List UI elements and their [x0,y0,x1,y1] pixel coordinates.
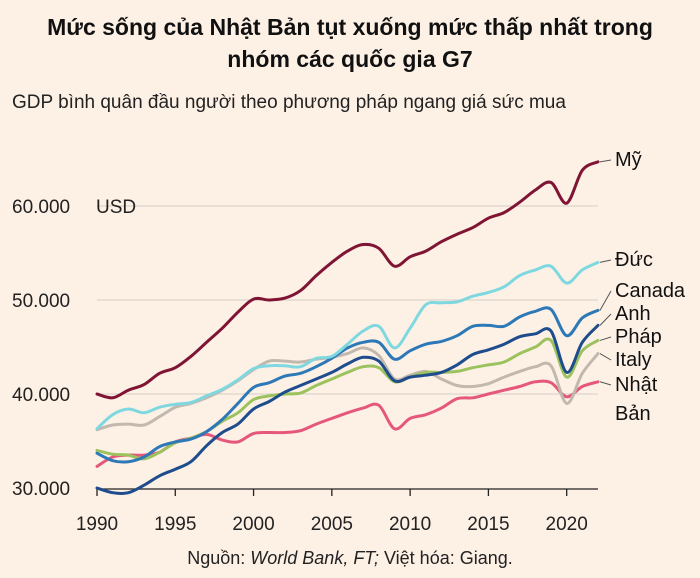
leader-line-Đức [599,259,612,263]
y-tick-label-30000: 30.000 [12,479,70,500]
series-line-Italy [95,346,600,432]
y-tick-label-50000: 50.000 [12,291,70,312]
y-unit-label: USD [96,197,136,218]
x-tick-label-2010: 2010 [389,514,431,535]
x-axis: 1990 1995 2000 2005 2010 2015 2020 [76,488,598,535]
source-note: Nguồn: World Bank, FT; Việt hóa: Giang. [0,548,700,569]
x-tick-label-2000: 2000 [232,514,274,535]
series-line-Canada [95,306,600,464]
grid-lines [97,205,598,395]
x-tick-label-1995: 1995 [154,514,196,535]
y-tick-label-40000: 40.000 [12,385,70,406]
series-line-Pháp [95,337,600,461]
chart-subtitle: GDP bình quân đầu người theo phương pháp… [12,92,566,113]
series-label-Mỹ: Mỹ [615,149,642,171]
series-label-Canada: Canada [615,280,686,302]
leader-line-Canada [599,290,612,311]
leader-line-Mỹ [599,159,612,163]
series-label-Nhật-Bản-1: Nhật [615,374,658,396]
series-label-Đức: Đức [615,249,653,271]
series-line-Đức [95,260,600,431]
leader-line-Pháp [599,336,612,341]
chart-title-line-2: nhóm các quốc gia G7 [227,46,473,72]
series-label-Italy: Italy [615,349,652,371]
x-tick-label-2020: 2020 [546,514,588,535]
x-tick-label-2015: 2015 [467,514,509,535]
leader-line-Anh [599,313,612,326]
series-label-Pháp: Pháp [615,326,662,348]
series-line-Mỹ [95,160,600,400]
leader-line-Italy [599,353,612,361]
source-italic: World Bank, FT; [250,548,379,568]
leader-line-Nhật-Bản [599,381,612,386]
y-tick-label-60000: 60.000 [12,197,70,218]
y-axis-tick-labels: 30.000 40.000 50.000 60.000 USD [12,197,136,500]
x-tick-label-1990: 1990 [76,514,118,535]
source-suffix: Việt hóa: Giang. [378,548,513,568]
series-label-Anh: Anh [615,303,651,325]
series-line-Anh [95,323,600,495]
source-prefix: Nguồn: [187,548,251,568]
x-tick-label-2005: 2005 [311,514,353,535]
data-series [95,160,600,495]
chart-title-line-1: Mức sống của Nhật Bản tụt xuống mức thấp… [47,14,653,40]
series-label-Nhật-Bản-2: Bản [615,403,651,425]
